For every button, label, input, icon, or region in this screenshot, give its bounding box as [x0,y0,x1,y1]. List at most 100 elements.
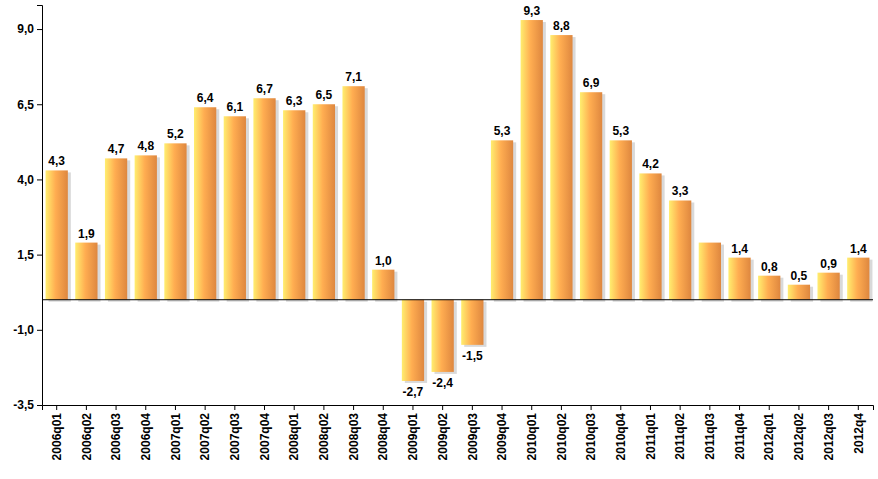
x-tick: 2007q04 [258,405,272,460]
data-label: 4,8 [137,139,154,153]
x-tick-label: 2008q01 [287,413,301,461]
bar [580,92,602,300]
y-axis-line [37,6,43,406]
y-tick-label: 9,0 [17,22,34,36]
x-tick: 2012q02 [792,405,806,460]
x-tick-label: 2006q02 [80,413,94,461]
x-tick-mark [145,405,146,410]
x-tick-label: 2007q04 [258,413,272,461]
bar [669,200,691,299]
x-tick-label: 2007q01 [169,413,183,461]
data-label: 6,7 [256,82,273,96]
data-label: 4,3 [48,154,65,168]
bar [224,116,246,299]
bar [639,173,661,299]
y-tick: -3,5 [13,398,42,412]
data-label: 9,3 [523,4,540,18]
x-tick-label: 2006q03 [109,413,123,461]
x-tick-label: 2012q4 [852,413,866,454]
data-labels: 4,31,94,74,85,26,46,16,76,36,57,11,0-2,7… [48,4,867,399]
x-tick-label: 2012q01 [762,413,776,461]
data-label: 1,4 [731,242,748,256]
x-tick: 2010q03 [584,405,598,460]
bar [164,143,186,299]
y-tick-label: 1,5 [17,248,34,262]
data-label: 6,9 [583,76,600,90]
data-label: 4,2 [642,157,659,171]
data-label: 6,3 [286,94,303,108]
x-tick: 2006q02 [80,405,94,460]
x-tick-label: 2011q04 [733,413,747,460]
y-tick-label: 4,0 [17,173,34,187]
data-label: 5,3 [612,124,629,138]
x-tick-mark [502,405,503,410]
data-label: 1,4 [850,242,867,256]
x-tick-label: 2011q03 [703,413,717,460]
bar [135,155,157,299]
data-label: 7,1 [345,70,362,84]
data-label: 5,3 [494,124,511,138]
x-tick-mark [56,405,57,410]
x-tick: 2011q02 [673,405,687,460]
data-label: 8,8 [553,19,570,33]
x-tick: 2011q04 [733,405,747,460]
y-tick-label: -3,5 [13,398,34,412]
y-tick: 1,5 [17,248,42,262]
y-tick: 6,5 [17,98,42,112]
x-tick-mark [769,405,770,410]
x-tick-mark [531,405,532,410]
data-label: 0,8 [761,260,778,274]
bar [610,140,632,299]
x-tick: 2008q03 [347,405,361,460]
x-tick-mark [828,405,829,410]
data-label: 5,2 [167,127,184,141]
x-tick-label: 2009q03 [466,413,480,461]
data-label: -2,4 [432,376,453,390]
data-label: 6,4 [197,91,214,105]
x-tick: 2009q01 [406,405,420,460]
x-tick: 2008q04 [376,405,390,460]
y-tick-mark [37,29,42,30]
x-tick-mark [591,405,592,410]
x-tick: 2012q4 [852,405,866,454]
x-tick-label: 2011q02 [673,413,687,460]
x-tick-label: 2009q02 [436,413,450,461]
x-tick-label: 2007q02 [198,413,212,461]
x-tick: 2006q04 [139,405,153,460]
x-tick-label: 2010q02 [555,413,569,461]
bar [788,285,810,300]
x-tick-mark [442,405,443,410]
x-tick-mark [264,405,265,410]
x-tick-mark [709,405,710,410]
x-tick: 2012q01 [762,405,776,460]
x-tick: 2009q04 [495,405,509,460]
bar [728,258,750,300]
y-tick-label: 6,5 [17,98,34,112]
bar [550,35,572,300]
x-axis: 2006q01 2006q02 2006q03 2006q04 2007q01 2007q… [43,405,874,460]
plot: -3,5-1,01,54,06,59,02006q012006q022006q0… [13,4,873,460]
y-tick-label: -1,0 [13,323,34,337]
x-tick-label: 2010q03 [584,413,598,461]
bar [402,300,424,381]
x-tick-mark [472,405,473,410]
data-label: 1,0 [375,254,392,268]
bar [817,273,839,300]
y-tick-mark [37,104,42,105]
x-tick-mark [86,405,87,410]
x-tick: 2008q01 [287,405,301,460]
y-tick-mark [37,255,42,256]
bar [105,158,127,299]
x-tick-mark [175,405,176,410]
y-tick: -1,0 [13,323,42,337]
x-tick-mark [205,405,206,410]
x-tick-mark [116,405,117,410]
bar [313,104,335,299]
x-tick: 2006q03 [109,405,123,460]
x-tick-label: 2012q02 [792,413,806,461]
bar [283,110,305,299]
x-tick-label: 2006q01 [50,413,64,461]
x-tick-mark [858,405,859,410]
x-tick-mark [294,405,295,410]
x-tick-mark [323,405,324,410]
